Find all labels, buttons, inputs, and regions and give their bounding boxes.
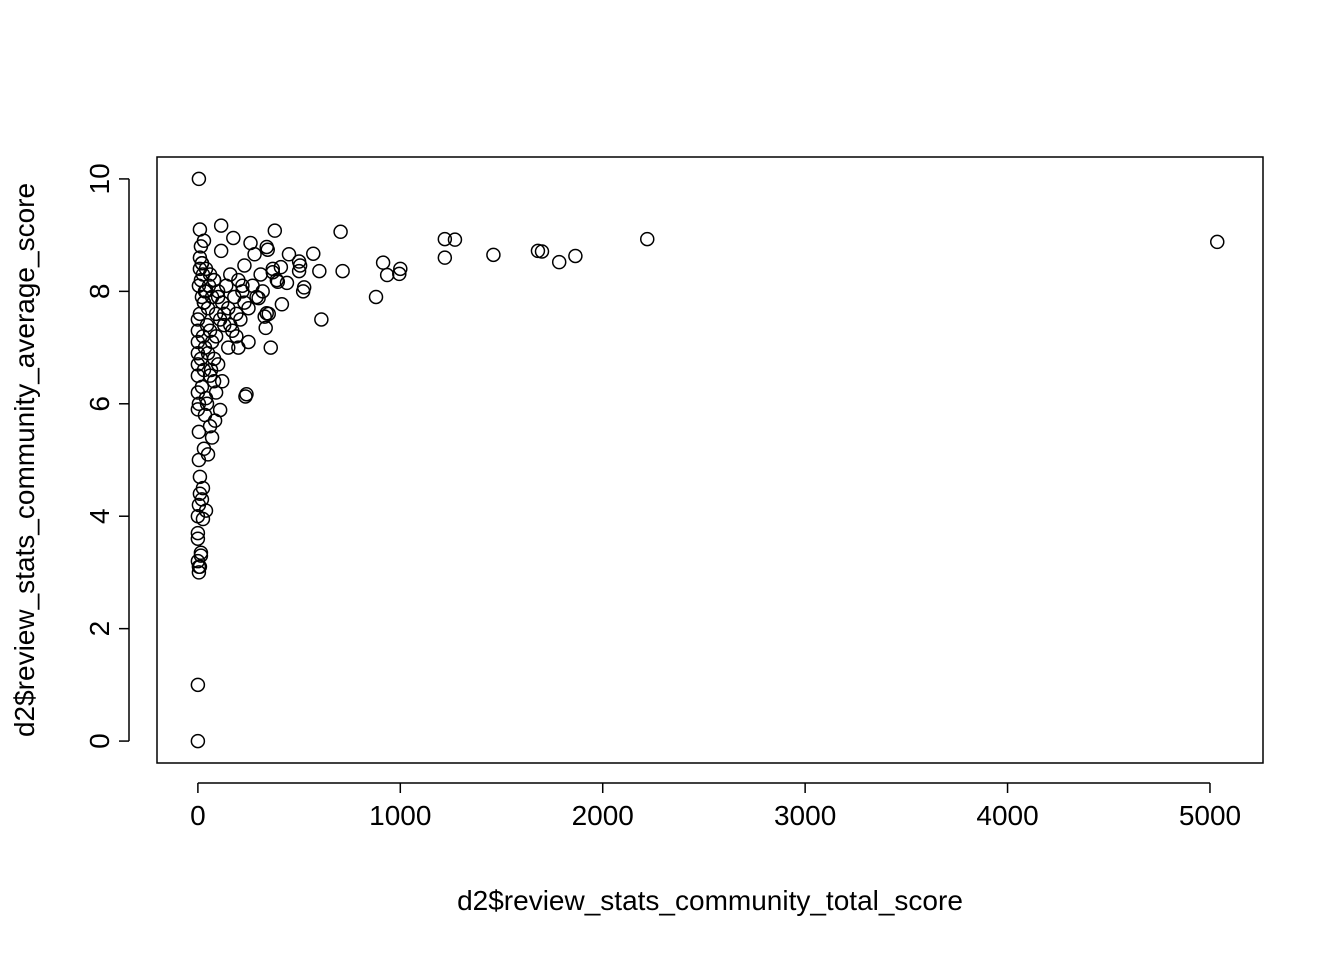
point — [486, 247, 501, 263]
point — [306, 246, 321, 261]
point — [210, 289, 226, 305]
point — [196, 295, 212, 310]
point — [273, 259, 289, 275]
point — [192, 469, 208, 485]
point — [191, 565, 207, 580]
point — [253, 267, 268, 282]
point — [243, 235, 258, 251]
point — [379, 267, 395, 283]
point — [208, 385, 224, 400]
point — [204, 430, 220, 445]
x-tick-label: 3000 — [774, 800, 836, 831]
point — [191, 424, 207, 440]
x-tick-label: 5000 — [1179, 800, 1241, 831]
point — [191, 171, 207, 187]
point — [235, 278, 250, 293]
point — [193, 548, 209, 563]
point — [259, 239, 274, 255]
point — [269, 272, 285, 288]
point — [191, 559, 207, 575]
point — [197, 284, 213, 299]
point — [295, 284, 311, 299]
x-tick-label: 2000 — [572, 800, 634, 831]
point — [208, 329, 224, 344]
point — [333, 224, 348, 240]
x-tick-label: 4000 — [976, 800, 1038, 831]
point — [190, 525, 206, 541]
point — [241, 300, 256, 316]
point — [640, 231, 655, 247]
point — [393, 261, 408, 277]
point — [206, 272, 222, 288]
point — [314, 312, 329, 327]
point — [223, 317, 238, 333]
point — [551, 254, 567, 270]
point — [213, 218, 229, 233]
point — [238, 389, 253, 404]
point — [568, 248, 583, 264]
y-tick-label: 4 — [84, 508, 115, 524]
point — [263, 340, 279, 355]
point — [199, 396, 215, 412]
y-axis-label: d2$review_stats_community_average_score — [9, 183, 40, 737]
point — [229, 329, 244, 344]
point — [190, 531, 206, 546]
x-tick-label: 1000 — [369, 800, 431, 831]
point — [237, 258, 252, 273]
point — [530, 243, 546, 259]
point — [190, 733, 206, 749]
point — [437, 250, 453, 265]
point — [190, 508, 206, 524]
point — [291, 263, 307, 279]
point — [195, 480, 211, 496]
point — [231, 340, 246, 355]
x-axis-label: d2$review_stats_community_total_score — [457, 885, 963, 916]
point — [1210, 234, 1225, 250]
point — [194, 255, 210, 271]
point — [203, 362, 219, 378]
plot-frame — [156, 156, 1264, 764]
point — [213, 243, 229, 259]
point — [279, 275, 295, 291]
point — [281, 247, 297, 262]
point — [291, 254, 307, 269]
point — [258, 320, 273, 336]
x-tick-label: 0 — [190, 800, 206, 831]
y-tick-label: 10 — [84, 163, 115, 194]
point — [226, 230, 241, 246]
y-tick-label: 8 — [84, 284, 115, 300]
point — [255, 284, 270, 299]
point — [274, 297, 290, 312]
y-tick-label: 6 — [84, 396, 115, 412]
point — [375, 255, 391, 270]
point — [214, 374, 230, 389]
point — [368, 289, 384, 305]
point — [267, 223, 283, 238]
point — [261, 306, 276, 322]
point — [437, 231, 453, 247]
point — [190, 677, 206, 693]
point — [196, 233, 212, 249]
point — [312, 263, 327, 279]
point — [221, 340, 236, 355]
point — [193, 545, 209, 561]
point — [335, 263, 350, 279]
point — [241, 334, 256, 350]
point — [216, 306, 232, 322]
point — [194, 492, 210, 507]
point — [392, 266, 407, 282]
point — [447, 232, 463, 247]
point — [257, 309, 272, 324]
y-tick-label: 2 — [84, 621, 115, 637]
point — [207, 413, 223, 428]
y-tick-label: 0 — [84, 733, 115, 749]
point — [202, 368, 218, 383]
point — [200, 447, 216, 462]
